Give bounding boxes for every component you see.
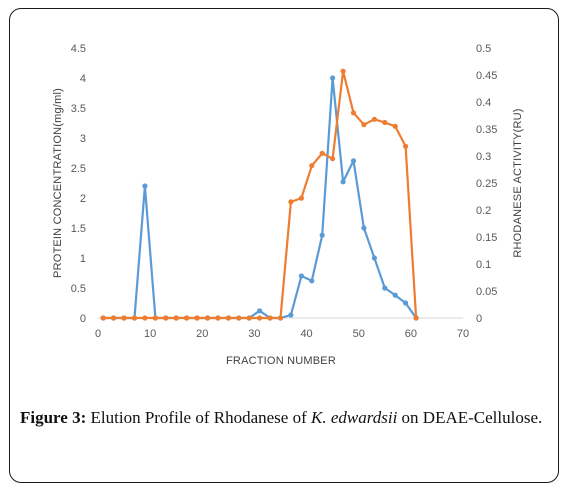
rhodanese-activity-point bbox=[131, 315, 138, 321]
y-left-tick-label: 0 bbox=[80, 313, 86, 325]
rhodanese-activity-point bbox=[121, 315, 127, 321]
rhodanese-activity-point bbox=[298, 195, 304, 201]
x-tick-label: 60 bbox=[405, 328, 417, 340]
rhodanese-activity-point bbox=[173, 315, 179, 321]
x-tick-label: 70 bbox=[457, 328, 469, 340]
x-tick-label: 40 bbox=[300, 328, 312, 340]
y-axis-left-title: PROTEIN CONCENTRATION(mg/ml) bbox=[52, 88, 64, 278]
y-right-tick-label: 0.4 bbox=[476, 97, 491, 109]
y-left-tick-label: 2.5 bbox=[71, 163, 86, 175]
protein-concentration-point bbox=[309, 278, 315, 284]
rhodanese-activity-point bbox=[309, 163, 315, 169]
rhodanese-activity-point bbox=[267, 315, 273, 321]
rhodanese-activity-point bbox=[382, 119, 388, 126]
rhodanese-activity-point bbox=[257, 315, 263, 321]
protein-concentration-point bbox=[298, 273, 304, 279]
y-left-tick-label: 3 bbox=[80, 133, 86, 145]
y-right-tick-label: 0.1 bbox=[476, 259, 491, 271]
caption-label: Figure 3: bbox=[20, 408, 87, 427]
y-right-tick-label: 0.3 bbox=[476, 151, 491, 163]
rhodanese-activity-point bbox=[319, 150, 325, 156]
y-right-tick-label: 0.05 bbox=[476, 286, 497, 298]
rhodanese-activity-point bbox=[163, 315, 169, 321]
y-right-tick-label: 0.45 bbox=[476, 70, 497, 82]
protein-concentration-point bbox=[330, 75, 336, 81]
rhodanese-activity-point bbox=[361, 122, 367, 128]
x-tick-label: 0 bbox=[95, 328, 101, 340]
caption-text-after: on DEAE-Cellulose. bbox=[397, 408, 543, 427]
protein-concentration-line bbox=[103, 76, 418, 320]
rhodanese-activity-line bbox=[103, 70, 418, 320]
y-right-tick-label: 0.25 bbox=[476, 178, 497, 190]
rhodanese-activity-point bbox=[100, 315, 106, 321]
y-left-tick-label: 4 bbox=[80, 73, 86, 85]
rhodanese-activity-point bbox=[413, 315, 419, 321]
rhodanese-activity-point bbox=[204, 315, 211, 321]
y-right-tick-label: 0 bbox=[476, 313, 482, 325]
rhodanese-activity-point bbox=[246, 315, 252, 321]
x-tick-label: 10 bbox=[144, 328, 156, 340]
protein-concentration-point bbox=[403, 300, 409, 306]
protein-concentration-point bbox=[142, 183, 148, 189]
elution-chart: 0 10 20 30 40 50 60 70 0 0.5 1 1.5 2 2.5 3 3.5 4 4.5 0 0.05… bbox=[52, 43, 524, 367]
y-right-tick-label: 0.5 bbox=[476, 43, 491, 55]
y-left-tick-label: 0.5 bbox=[71, 283, 86, 295]
rhodanese-activity-point bbox=[111, 315, 117, 321]
x-tick-label: 50 bbox=[353, 328, 365, 340]
protein-concentration-point bbox=[371, 255, 377, 261]
protein-concentration-point bbox=[382, 285, 388, 291]
protein-concentration-point bbox=[361, 225, 367, 231]
rhodanese-activity-point bbox=[288, 199, 294, 205]
y-left-tick-label: 1.5 bbox=[71, 223, 86, 235]
x-tick-label: 30 bbox=[248, 328, 260, 340]
y-left-tick-label: 1 bbox=[80, 253, 86, 265]
y-left-tick-label: 2 bbox=[80, 193, 86, 205]
x-axis-title: FRACTION NUMBER bbox=[226, 355, 336, 367]
y-left-tick-label: 4.5 bbox=[71, 43, 86, 55]
rhodanese-activity-point bbox=[152, 315, 158, 321]
protein-concentration-point bbox=[340, 179, 346, 185]
caption-species: K. edwardsii bbox=[311, 408, 398, 427]
rhodanese-activity-point bbox=[142, 315, 148, 321]
rhodanese-activity-point bbox=[236, 315, 242, 321]
protein-concentration-point bbox=[257, 308, 263, 314]
rhodanese-activity-point bbox=[184, 315, 190, 321]
protein-concentration-point bbox=[288, 312, 294, 318]
rhodanese-activity-point bbox=[225, 315, 231, 321]
caption-text-before: Elution Profile of Rhodanese of bbox=[86, 408, 312, 427]
rhodanese-activity-point bbox=[350, 110, 357, 116]
rhodanese-activity-point bbox=[403, 143, 409, 149]
rhodanese-activity-point bbox=[340, 68, 346, 74]
rhodanese-activity-point bbox=[215, 315, 221, 321]
rhodanese-activity-point bbox=[330, 156, 336, 162]
protein-concentration-point bbox=[392, 292, 398, 298]
rhodanese-activity-point bbox=[194, 315, 200, 321]
protein-concentration-point bbox=[350, 158, 357, 164]
figure-caption: Figure 3: Elution Profile of Rhodanese o… bbox=[20, 406, 550, 429]
protein-concentration-point bbox=[319, 232, 325, 238]
rhodanese-activity-point bbox=[371, 116, 377, 122]
y-left-tick-label: 3.5 bbox=[71, 103, 86, 115]
rhodanese-activity-point bbox=[392, 123, 398, 129]
y-axis-right-title: RHODANESE ACTIVITY(RU) bbox=[512, 108, 524, 257]
x-tick-label: 20 bbox=[196, 328, 208, 340]
y-right-tick-label: 0.15 bbox=[476, 232, 497, 244]
y-right-tick-label: 0.35 bbox=[476, 124, 497, 136]
rhodanese-activity-point bbox=[277, 315, 284, 321]
y-right-tick-label: 0.2 bbox=[476, 205, 491, 217]
figure-frame bbox=[9, 8, 559, 483]
